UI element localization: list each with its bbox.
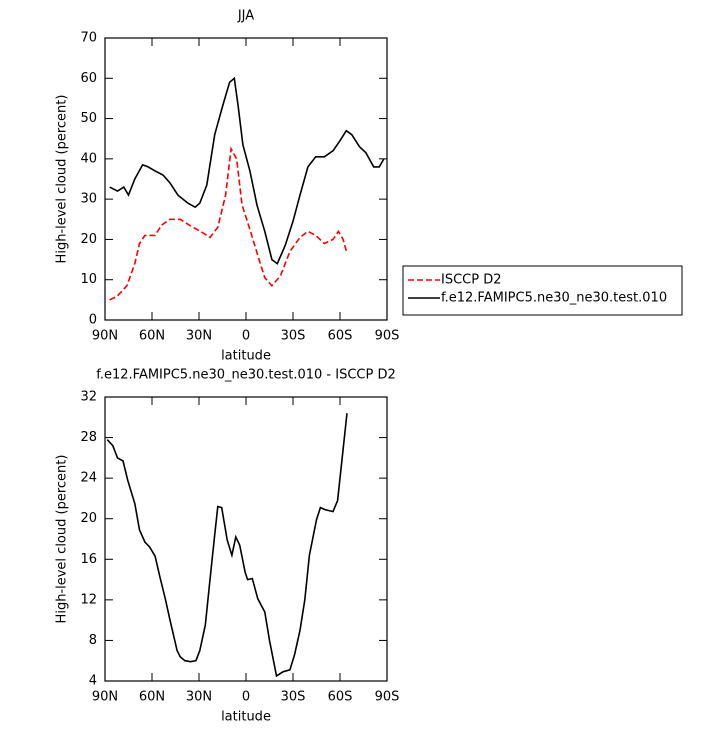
y-tick-label: 32 <box>80 390 97 405</box>
y-tick-label: 20 <box>80 511 97 526</box>
legend-label: f.e12.FAMIPC5.ne30_ne30.test.010 <box>441 291 667 306</box>
y-tick-label: 20 <box>80 232 97 247</box>
x-tick-label: 0 <box>242 690 250 705</box>
legend-label: ISCCP D2 <box>441 273 502 288</box>
x-tick-label: 30S <box>281 690 306 705</box>
x-tick-label: 90S <box>375 690 400 705</box>
y-tick-label: 70 <box>80 31 97 46</box>
plot-frame <box>104 37 388 321</box>
data-line <box>109 146 348 301</box>
y-tick-label: 12 <box>80 592 97 607</box>
x-tick-label: 0 <box>242 329 250 344</box>
x-tick-label: 60S <box>328 690 353 705</box>
legend-box <box>402 265 683 316</box>
x-tick-label: 60N <box>139 690 165 705</box>
y-tick-label: 4 <box>89 674 97 689</box>
x-tick-label: 60N <box>139 329 165 344</box>
chart-title: JJA <box>237 9 254 24</box>
x-tick-label: 90N <box>92 329 118 344</box>
y-tick-label: 10 <box>80 272 97 287</box>
y-tick-label: 16 <box>80 552 97 567</box>
y-tick-label: 50 <box>80 111 97 126</box>
y-axis-label: High-level cloud (percent) <box>55 455 70 624</box>
y-tick-label: 60 <box>80 71 97 86</box>
data-line <box>106 413 348 678</box>
x-axis-label: latitude <box>221 349 271 364</box>
y-tick-label: 8 <box>89 633 97 648</box>
y-tick-label: 0 <box>89 313 97 328</box>
y-tick-label: 24 <box>80 471 97 486</box>
chart-title: f.e12.FAMIPC5.ne30_ne30.test.010 - ISCCP… <box>96 368 396 383</box>
y-tick-label: 30 <box>80 192 97 207</box>
y-tick-label: 40 <box>80 151 97 166</box>
x-tick-label: 90N <box>92 690 118 705</box>
x-tick-label: 60S <box>328 329 353 344</box>
x-axis-label: latitude <box>221 710 271 725</box>
x-tick-label: 30N <box>186 690 212 705</box>
y-tick-label: 28 <box>80 430 97 445</box>
x-tick-label: 30N <box>186 329 212 344</box>
data-line <box>109 76 385 265</box>
x-tick-label: 30S <box>281 329 306 344</box>
y-axis-label: High-level cloud (percent) <box>55 95 70 264</box>
x-tick-label: 90S <box>375 329 400 344</box>
